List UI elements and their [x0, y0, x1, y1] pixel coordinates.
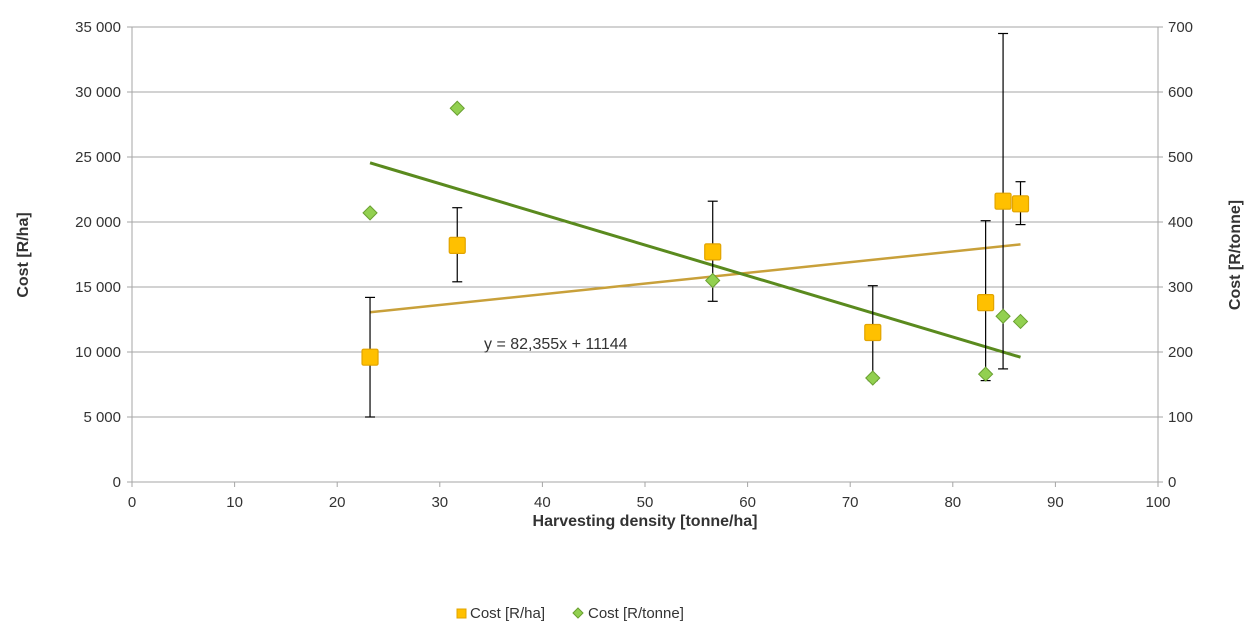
trendlines	[369, 161, 1021, 359]
legend-label-cost-tonne: Cost [R/tonne]	[588, 605, 684, 622]
x-tick-label: 70	[842, 494, 859, 511]
x-axis-ticks: 0 10 20 30 40 50 60 70 80 90 100	[128, 482, 1171, 511]
point-cost-ha	[1011, 195, 1030, 213]
y2-tick-label: 0	[1168, 474, 1176, 491]
legend-marker-cost-ha	[456, 608, 467, 619]
y-tick-label: 10 000	[75, 344, 121, 361]
y-tick-label: 30 000	[75, 84, 121, 101]
y2-tick-label: 500	[1168, 149, 1193, 166]
x-tick-label: 30	[431, 494, 448, 511]
axes	[131, 27, 1159, 483]
point-cost-ha	[864, 323, 882, 342]
point-cost-tonne	[705, 272, 721, 289]
y-axis-ticks: 0 5 000 10 000 15 000 20 000 25 000 30 000 35 0…	[75, 19, 132, 491]
y-tick-label: 15 000	[75, 279, 121, 296]
trendline-cost-tonne	[369, 161, 1021, 359]
y2-tick-label: 400	[1168, 214, 1193, 231]
y-tick-label: 5 000	[83, 409, 121, 426]
x-tick-label: 100	[1145, 494, 1170, 511]
legend: Cost [R/ha] Cost [R/tonne]	[456, 605, 684, 622]
point-cost-ha	[977, 294, 995, 312]
point-cost-tonne	[362, 205, 378, 221]
y2-axis-ticks: 0 100 200 300 400 500 600 700	[1158, 19, 1193, 491]
legend-marker-cost-tonne	[572, 607, 584, 619]
point-cost-tonne	[995, 308, 1011, 324]
y-tick-label: 35 000	[75, 19, 121, 36]
trendline-equation: y = 82,355x + 11144	[484, 336, 628, 353]
y2-tick-label: 600	[1168, 84, 1193, 101]
point-cost-ha	[704, 243, 722, 261]
x-tick-label: 90	[1047, 494, 1064, 511]
y2-tick-label: 700	[1168, 19, 1193, 36]
x-tick-label: 20	[329, 494, 346, 511]
x-tick-label: 60	[739, 494, 756, 511]
y-tick-label: 20 000	[75, 214, 121, 231]
point-cost-tonne	[449, 100, 465, 116]
error-bars	[365, 32, 1026, 418]
point-cost-tonne	[977, 366, 994, 382]
y-tick-label: 0	[113, 474, 121, 491]
point-cost-ha	[448, 236, 466, 254]
trendline-cost-ha	[369, 243, 1021, 314]
legend-label-cost-ha: Cost [R/ha]	[470, 605, 545, 622]
point-cost-ha	[361, 348, 379, 366]
x-tick-label: 0	[128, 494, 136, 511]
point-cost-tonne	[1012, 313, 1029, 330]
x-axis-title: Harvesting density [tonne/ha]	[533, 513, 758, 530]
point-cost-ha	[994, 192, 1012, 210]
y2-tick-label: 100	[1168, 409, 1193, 426]
y2-tick-label: 200	[1168, 344, 1193, 361]
point-cost-tonne	[865, 370, 881, 386]
gridlines	[132, 26, 1158, 418]
y2-axis-title: Cost [R/tonne]	[1227, 200, 1244, 310]
x-tick-label: 10	[226, 494, 243, 511]
y-axis-title: Cost [R/ha]	[15, 212, 32, 297]
y2-tick-label: 300	[1168, 279, 1193, 296]
x-tick-label: 40	[534, 494, 551, 511]
data-points	[361, 100, 1030, 386]
x-tick-label: 80	[944, 494, 961, 511]
y-tick-label: 25 000	[75, 149, 121, 166]
x-tick-label: 50	[637, 494, 654, 511]
